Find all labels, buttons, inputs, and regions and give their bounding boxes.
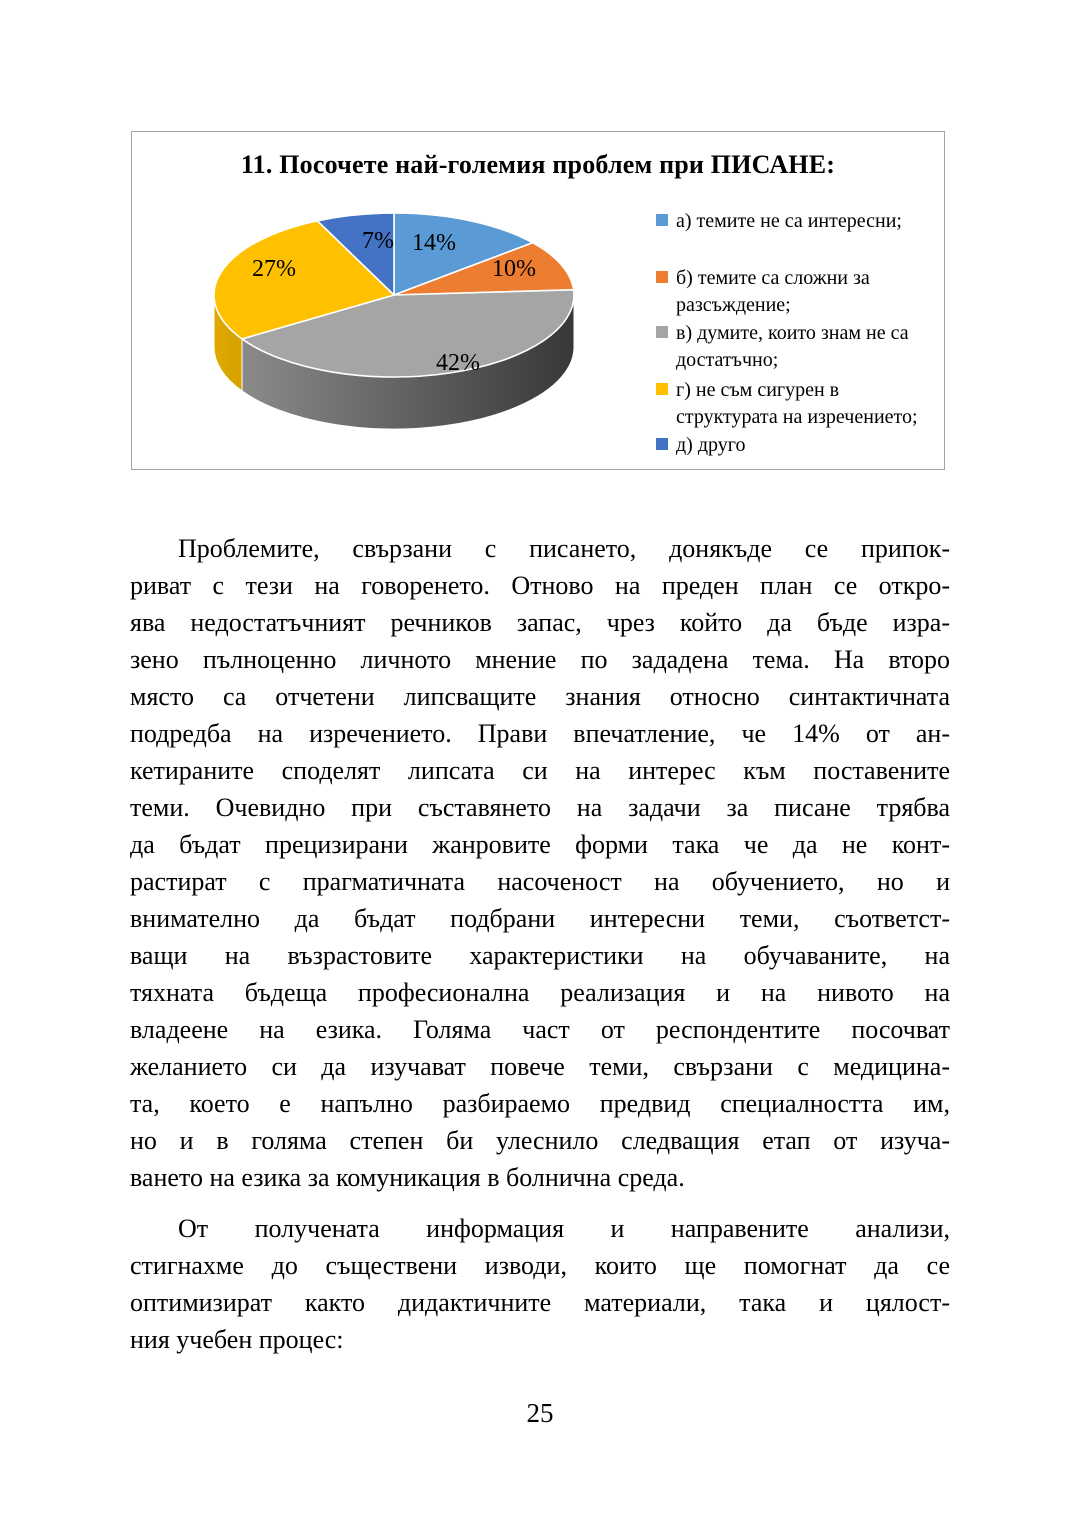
text-line: риват с тези на говоренето. Отново на пр…: [130, 571, 950, 600]
text-line: стигнахме до съществени изводи, които ще…: [130, 1251, 950, 1280]
page-number: 25: [526, 1398, 554, 1428]
pie-slice: [393, 212, 534, 296]
text-line: теми. Очевидно при съставянето на задачи…: [130, 793, 950, 822]
legend-label: в) думите, които знам не са достатъчно;: [676, 322, 909, 371]
text-line: ява недостатъчният речников запас, чрез …: [130, 608, 950, 637]
chart-legend: а) темите не са интересни; б) темите са с…: [656, 132, 941, 469]
pie-slice-label: 10%: [492, 256, 536, 282]
text-line: владеене на езика. Голяма част от респон…: [130, 1015, 950, 1044]
text-line: кетираните споделят липсата си на интере…: [130, 756, 950, 785]
legend-label: г) не съм сигурен в структурата на изреч…: [676, 379, 918, 428]
pie-slice: [393, 241, 575, 296]
pie-slice: [241, 289, 575, 378]
text-line: но и в голяма степен би улеснило следващ…: [130, 1126, 950, 1155]
pie-chart: 14% 10% 42% 27% 7%: [213, 212, 575, 430]
paragraph: От получената информация и направените а…: [130, 1210, 950, 1358]
text-line: ващи на възрастовите характеристики на о…: [130, 941, 950, 970]
legend-item: г) не съм сигурен в структурата на изреч…: [656, 377, 918, 431]
legend-label: б) темите са сложни за разсъждение;: [676, 267, 870, 316]
chart-frame: 14% 10% 42% 27% 7% 11. Посочете най-големия …: [131, 131, 945, 470]
legend-marker-icon: [656, 326, 668, 338]
pie-slice-label: 42%: [436, 350, 480, 376]
pie-slice-label: 14%: [412, 230, 456, 256]
pie-slice: [316, 212, 395, 296]
legend-item: б) темите са сложни за разсъждение;: [656, 265, 870, 319]
chart-title: 11. Посочете най-големия проблем при ПИС…: [240, 150, 836, 179]
legend-item: а) темите не са интересни;: [656, 208, 902, 235]
legend-marker-icon: [656, 438, 668, 450]
text-line: та, което е напълно разбираемо предвид с…: [130, 1089, 950, 1118]
legend-item: д) друго: [656, 432, 745, 459]
text-line: подредба на изречението. Прави впечатлен…: [130, 719, 950, 748]
legend-item: в) думите, които знам не са достатъчно;: [656, 320, 909, 374]
pie-slice-label: 27%: [252, 256, 296, 282]
text-line: място са отчетени липсващите знания отно…: [130, 682, 950, 711]
text-line: От получената информация и направените а…: [178, 1214, 950, 1243]
pie-slice-label: 7%: [362, 228, 394, 254]
pie-slice: [213, 220, 395, 340]
legend-label: а) темите не са интересни;: [676, 210, 902, 232]
body-text: Проблемите, свързани с писането, донякъд…: [130, 530, 950, 1358]
text-line: оптимизират както дидактичните материали…: [130, 1288, 950, 1317]
text-line: тяхната бъдеща професионална реализация …: [130, 978, 950, 1007]
legend-marker-icon: [656, 214, 668, 226]
legend-marker-icon: [656, 383, 668, 395]
text-line: зено пълноценно личното мнение по зададе…: [130, 645, 950, 674]
text-line: внимателно да бъдат подбрани интересни т…: [130, 904, 950, 933]
text-line: ването на езика за комуникация в болничн…: [130, 1163, 685, 1192]
legend-label: д) друго: [676, 434, 746, 456]
text-line: растират с прагматичната насоченост на о…: [130, 867, 950, 896]
legend-marker-icon: [656, 271, 668, 283]
text-line: ния учебен процес:: [130, 1325, 344, 1354]
text-line: да бъдат прецизирани жанровите форми так…: [130, 830, 950, 859]
text-line: желанието си да изучават повече теми, св…: [130, 1052, 950, 1081]
text-line: Проблемите, свързани с писането, донякъд…: [178, 534, 950, 563]
paragraph: Проблемите, свързани с писането, донякъд…: [130, 530, 950, 1196]
